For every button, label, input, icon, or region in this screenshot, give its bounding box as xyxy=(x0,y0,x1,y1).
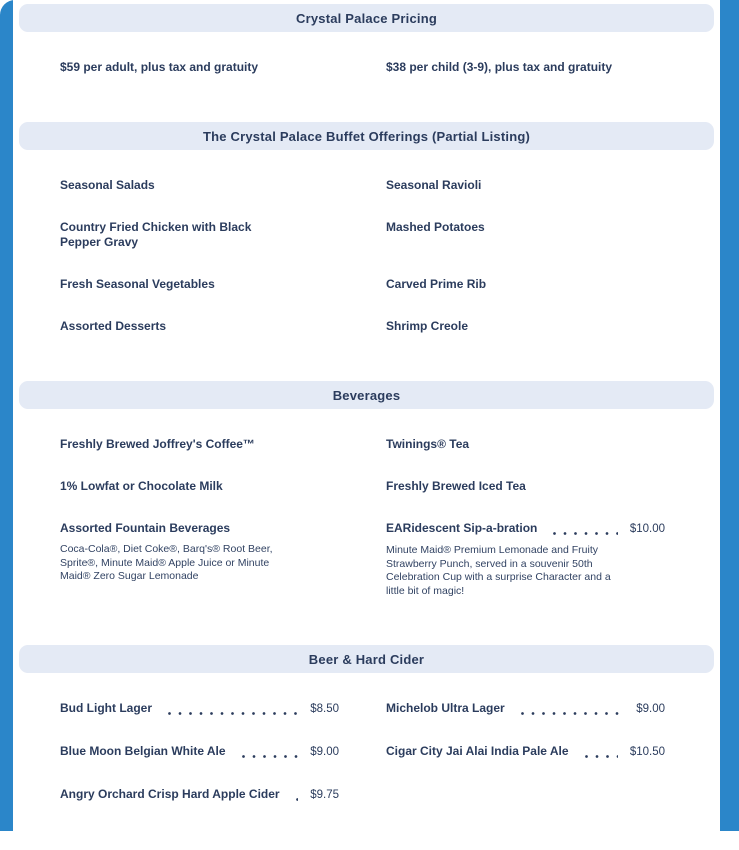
menu-item-line: Bud Light Lager $8.50 xyxy=(60,701,339,717)
menu-item-name: 1% Lowfat or Chocolate Milk xyxy=(60,479,223,493)
menu-item: Seasonal Ravioli xyxy=(386,178,665,193)
menu-item: Seasonal Salads xyxy=(60,178,339,193)
menu-item: Mashed Potatoes xyxy=(386,220,665,235)
menu-card: Crystal Palace Pricing $59 per adult, pl… xyxy=(13,0,720,831)
menu-section: The Crystal Palace Buffet Offerings (Par… xyxy=(13,122,720,381)
menu-item: Bud Light Lager $8.50 xyxy=(60,701,339,717)
menu-item-line: Angry Orchard Crisp Hard Apple Cider $9.… xyxy=(60,787,339,803)
section-header-bar: Beer & Hard Cider xyxy=(19,645,714,673)
section-title: The Crystal Palace Buffet Offerings (Par… xyxy=(203,128,530,144)
section-header-bar: Beverages xyxy=(19,381,714,409)
menu-item-price: $9.00 xyxy=(636,703,665,715)
menu-item-name: $59 per adult, plus tax and gratuity xyxy=(60,60,259,74)
menu-item-price: $9.00 xyxy=(310,746,339,758)
menu-item: Michelob Ultra Lager $9.00 xyxy=(386,701,665,717)
menu-item-name: Angry Orchard Crisp Hard Apple Cider xyxy=(60,787,280,801)
menu-item: $38 per child (3-9), plus tax and gratui… xyxy=(386,60,665,75)
menu-item-name: Freshly Brewed Iced Tea xyxy=(386,479,526,493)
menu-item-line: Blue Moon Belgian White Ale $9.00 xyxy=(60,744,339,760)
menu-item-name: Michelob Ultra Lager xyxy=(386,701,505,715)
menu-item-line: 1% Lowfat or Chocolate Milk xyxy=(60,479,339,494)
dot-leader xyxy=(553,521,619,537)
menu-section: Beer & Hard Cider Bud Light Lager $8.50 … xyxy=(13,645,720,850)
menu-item: Shrimp Creole xyxy=(386,319,665,334)
dot-leader xyxy=(168,701,299,717)
section-header-bar: Crystal Palace Pricing xyxy=(19,4,714,32)
menu-item-name: Seasonal Ravioli xyxy=(386,178,482,192)
menu-item-line: Carved Prime Rib xyxy=(386,277,665,292)
menu-item-name: Mashed Potatoes xyxy=(386,220,485,234)
menu-item-line: Seasonal Ravioli xyxy=(386,178,665,193)
menu-item-name: EARidescent Sip-a-bration xyxy=(386,521,538,535)
menu-item-name: Assorted Fountain Beverages xyxy=(60,521,231,535)
section-content: Seasonal Salads Seasonal Ravioli Country… xyxy=(13,150,720,381)
menu-item: Freshly Brewed Joffrey's Coffee™ xyxy=(60,437,339,452)
menu-item-name: Fresh Seasonal Vegetables xyxy=(60,277,215,291)
menu-item: 1% Lowfat or Chocolate Milk xyxy=(60,479,339,494)
menu-item: $59 per adult, plus tax and gratuity xyxy=(60,60,339,75)
menu-item-price: $8.50 xyxy=(310,703,339,715)
section-content: $59 per adult, plus tax and gratuity $38… xyxy=(13,32,720,122)
menu-item-line: $38 per child (3-9), plus tax and gratui… xyxy=(386,60,665,75)
menu-item-line: Shrimp Creole xyxy=(386,319,665,334)
section-header-bar: The Crystal Palace Buffet Offerings (Par… xyxy=(19,122,714,150)
menu-item-name: Blue Moon Belgian White Ale xyxy=(60,744,226,758)
section-title: Beer & Hard Cider xyxy=(308,651,425,667)
menu-section: Crystal Palace Pricing $59 per adult, pl… xyxy=(13,4,720,122)
menu-item: Cigar City Jai Alai India Pale Ale $10.5… xyxy=(386,744,665,760)
menu-item-line: Freshly Brewed Iced Tea xyxy=(386,479,665,494)
dot-leader xyxy=(520,701,625,717)
menu-item-line: Mashed Potatoes xyxy=(386,220,665,235)
menu-item-name: $38 per child (3-9), plus tax and gratui… xyxy=(386,60,613,74)
menu-item-name: Shrimp Creole xyxy=(386,319,469,333)
menu-item-line: Freshly Brewed Joffrey's Coffee™ xyxy=(60,437,339,452)
menu-item-line: Cigar City Jai Alai India Pale Ale $10.5… xyxy=(386,744,665,760)
menu-item: Country Fried Chicken with Black Pepper … xyxy=(60,220,339,250)
menu-item-price: $10.00 xyxy=(629,523,665,535)
section-content: Bud Light Lager $8.50 Michelob Ultra Lag… xyxy=(13,673,720,850)
menu-item-name: Assorted Desserts xyxy=(60,319,167,333)
menu-item-line: $59 per adult, plus tax and gratuity xyxy=(60,60,339,75)
menu-item: Assorted Desserts xyxy=(60,319,339,334)
menu-item-line: Country Fried Chicken with Black Pepper … xyxy=(60,220,339,250)
menu-item: Blue Moon Belgian White Ale $9.00 xyxy=(60,744,339,760)
menu-item-name: Bud Light Lager xyxy=(60,701,152,715)
menu-item-line: Fresh Seasonal Vegetables xyxy=(60,277,339,292)
dot-leader xyxy=(295,787,299,803)
menu-item-line: Assorted Desserts xyxy=(60,319,339,334)
menu-item-name: Seasonal Salads xyxy=(60,178,155,192)
menu-item-price: $10.50 xyxy=(629,746,665,758)
menu-item: Assorted Fountain Beverages Coca-Cola®, … xyxy=(60,521,339,584)
menu-item-description: Minute Maid® Premium Lemonade and Fruity… xyxy=(386,544,611,597)
menu-item-name: Cigar City Jai Alai India Pale Ale xyxy=(386,744,569,758)
menu-item-line: Michelob Ultra Lager $9.00 xyxy=(386,701,665,717)
menu-section: Beverages Freshly Brewed Joffrey's Coffe… xyxy=(13,381,720,645)
menu-item-line: Seasonal Salads xyxy=(60,178,339,193)
dot-leader xyxy=(584,744,619,760)
dot-leader xyxy=(241,744,299,760)
section-title: Beverages xyxy=(332,387,401,403)
menu-item: Angry Orchard Crisp Hard Apple Cider $9.… xyxy=(60,787,339,803)
menu-item-name: Carved Prime Rib xyxy=(386,277,487,291)
menu-item-price: $9.75 xyxy=(310,789,339,801)
menu-item-line: EARidescent Sip-a-bration $10.00 xyxy=(386,521,665,537)
menu-item-line: Twinings® Tea xyxy=(386,437,665,452)
menu-item: Carved Prime Rib xyxy=(386,277,665,292)
menu-item: Twinings® Tea xyxy=(386,437,665,452)
menu-item: EARidescent Sip-a-bration $10.00 Minute … xyxy=(386,521,665,598)
menu-item-description: Coca-Cola®, Diet Coke®, Barq's® Root Bee… xyxy=(60,543,273,582)
menu-item-name: Twinings® Tea xyxy=(386,437,470,451)
menu-item: Fresh Seasonal Vegetables xyxy=(60,277,339,292)
section-title: Crystal Palace Pricing xyxy=(296,10,437,26)
section-content: Freshly Brewed Joffrey's Coffee™ Twining… xyxy=(13,409,720,645)
menu-item: Freshly Brewed Iced Tea xyxy=(386,479,665,494)
menu-item-name: Country Fried Chicken with Black Pepper … xyxy=(60,220,252,249)
menu-item-line: Assorted Fountain Beverages xyxy=(60,521,339,536)
menu-item-name: Freshly Brewed Joffrey's Coffee™ xyxy=(60,437,255,451)
